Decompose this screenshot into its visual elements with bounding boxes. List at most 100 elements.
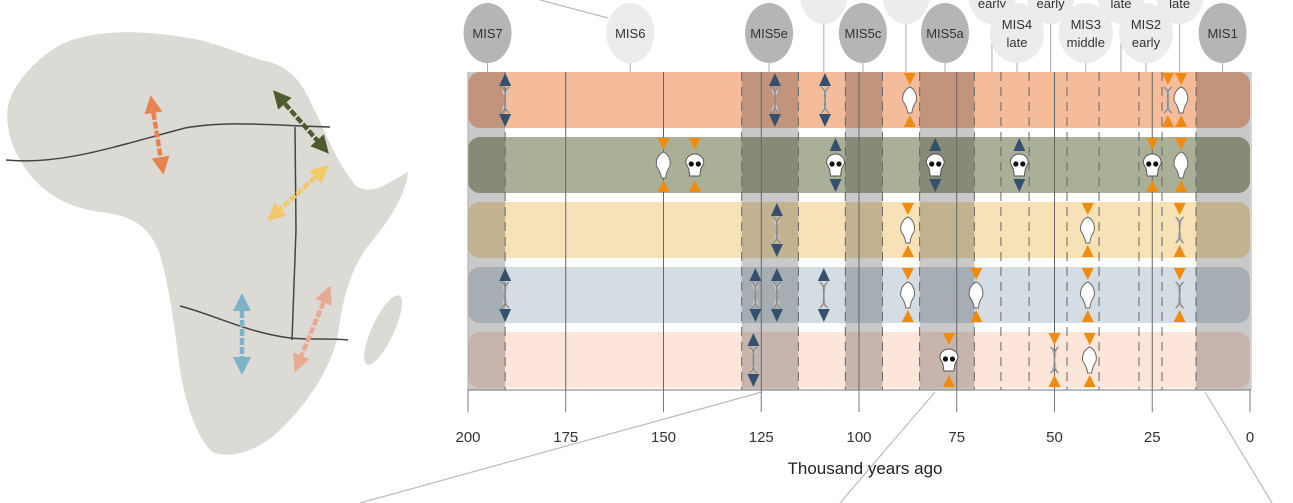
- up-arrow-icon: [657, 180, 670, 192]
- stone-tool-icon: [902, 86, 917, 114]
- up-arrow-icon: [1013, 138, 1026, 151]
- up-arrow-icon: [1175, 115, 1188, 127]
- up-arrow-icon: [903, 115, 916, 127]
- dna-marker: [749, 268, 762, 322]
- down-arrow-icon: [1175, 73, 1188, 85]
- skull-eye: [829, 161, 835, 167]
- dna-icon: [1163, 86, 1173, 114]
- up-arrow-icon: [499, 73, 512, 86]
- mis-balloon: MIS5e: [745, 3, 794, 72]
- artifact-marker: [1080, 203, 1095, 257]
- down-arrow-icon: [657, 138, 670, 150]
- artifact-marker: [1081, 333, 1097, 387]
- skull-icon: [1009, 153, 1029, 177]
- dna-marker: [1173, 203, 1186, 257]
- skull-marker: [685, 138, 705, 192]
- up-arrow-icon: [1081, 310, 1094, 322]
- artifact-marker: [900, 268, 915, 322]
- mis-label: MIS2: [1131, 17, 1161, 32]
- skull-icon: [939, 348, 959, 372]
- down-arrow-icon: [970, 268, 983, 280]
- tick-label: 175: [553, 429, 578, 446]
- up-arrow-icon: [770, 203, 783, 216]
- artifact-marker: [968, 268, 984, 322]
- down-arrow-icon: [829, 179, 842, 192]
- up-arrow-icon: [818, 73, 831, 86]
- mis-label: middle: [1067, 35, 1105, 50]
- dna-marker: [817, 268, 830, 322]
- up-arrow-icon: [747, 333, 760, 346]
- up-arrow-icon: [768, 73, 781, 86]
- africa-landmass: [7, 32, 408, 455]
- up-arrow-icon: [1173, 310, 1186, 322]
- skull-icon: [826, 153, 846, 177]
- dna-icon: [750, 281, 760, 309]
- orange-arrow-icon: [144, 95, 170, 175]
- mis-label: MIS3: [1071, 17, 1101, 32]
- skull-shape: [939, 348, 959, 372]
- tick-label: 50: [1046, 429, 1063, 446]
- stone-tool-icon: [900, 281, 915, 309]
- mis-label: early: [1132, 35, 1161, 50]
- up-arrow-icon: [1175, 180, 1188, 192]
- up-arrow-icon: [942, 375, 955, 387]
- mis-balloon: MIS6: [606, 3, 655, 72]
- dna-icon: [820, 86, 830, 114]
- tick-label: 150: [651, 429, 676, 446]
- down-arrow-icon: [1013, 179, 1026, 192]
- down-arrow-icon: [1048, 333, 1061, 345]
- down-arrow-icon: [942, 333, 955, 345]
- tick-label: 200: [455, 429, 480, 446]
- balloon: [745, 3, 794, 63]
- down-arrow-icon: [1175, 138, 1188, 150]
- mis-label: late: [1006, 35, 1027, 50]
- mis-balloon: MIS1: [1198, 3, 1247, 72]
- grid-lines: [467, 72, 1252, 390]
- mis-balloon: [800, 0, 848, 72]
- stone-tool-icon: [900, 216, 915, 244]
- dna-icon: [819, 281, 829, 309]
- artifact-marker: [900, 203, 915, 257]
- mis-balloon: MIS7: [463, 3, 512, 72]
- up-arrow-icon: [688, 180, 701, 192]
- skull-eye: [836, 161, 842, 167]
- mis-balloon: MIS4 late: [989, 3, 1044, 72]
- balloon: [1027, 0, 1075, 24]
- mis-balloon: [882, 0, 930, 72]
- dna-marker: [1048, 333, 1061, 387]
- up-arrow-icon: [1146, 180, 1159, 192]
- mis-label: MIS4: [1002, 17, 1032, 32]
- artifact-marker: [902, 73, 917, 127]
- mis-label: MIS5e: [750, 26, 788, 41]
- balloon: [1118, 3, 1173, 63]
- mis-label: MIS1: [1207, 26, 1237, 41]
- up-arrow-icon: [817, 268, 830, 281]
- dna-marker: [770, 268, 783, 322]
- mis-balloon: MIS2 early: [1118, 3, 1173, 72]
- up-arrow-icon: [749, 268, 762, 281]
- skull-marker: [925, 138, 945, 192]
- stone-tool-icon: [655, 151, 671, 179]
- down-arrow-icon: [903, 73, 916, 85]
- balloon: [1156, 0, 1204, 24]
- up-arrow-icon: [1161, 115, 1174, 127]
- connector-lines: [359, 0, 1273, 503]
- down-arrow-icon: [901, 203, 914, 215]
- pink-arrow-icon: [293, 285, 332, 373]
- stone-tool-icon: [1080, 216, 1095, 244]
- mis-balloon: MIS5c: [838, 3, 887, 72]
- skull-shape: [685, 153, 705, 177]
- up-arrow-icon: [829, 138, 842, 151]
- mis-label: MIS6: [615, 26, 645, 41]
- down-arrow-icon: [1146, 138, 1159, 150]
- mis-label: early: [1036, 0, 1065, 11]
- green-arrow-icon: [273, 90, 329, 154]
- stone-tool-icon: [1173, 151, 1189, 179]
- tick-label: 0: [1246, 429, 1254, 446]
- skull-marker: [826, 138, 846, 192]
- balloon: [882, 0, 930, 24]
- dna-icon: [1175, 216, 1185, 244]
- up-arrow-icon: [1048, 375, 1061, 387]
- tick-label: 100: [846, 429, 871, 446]
